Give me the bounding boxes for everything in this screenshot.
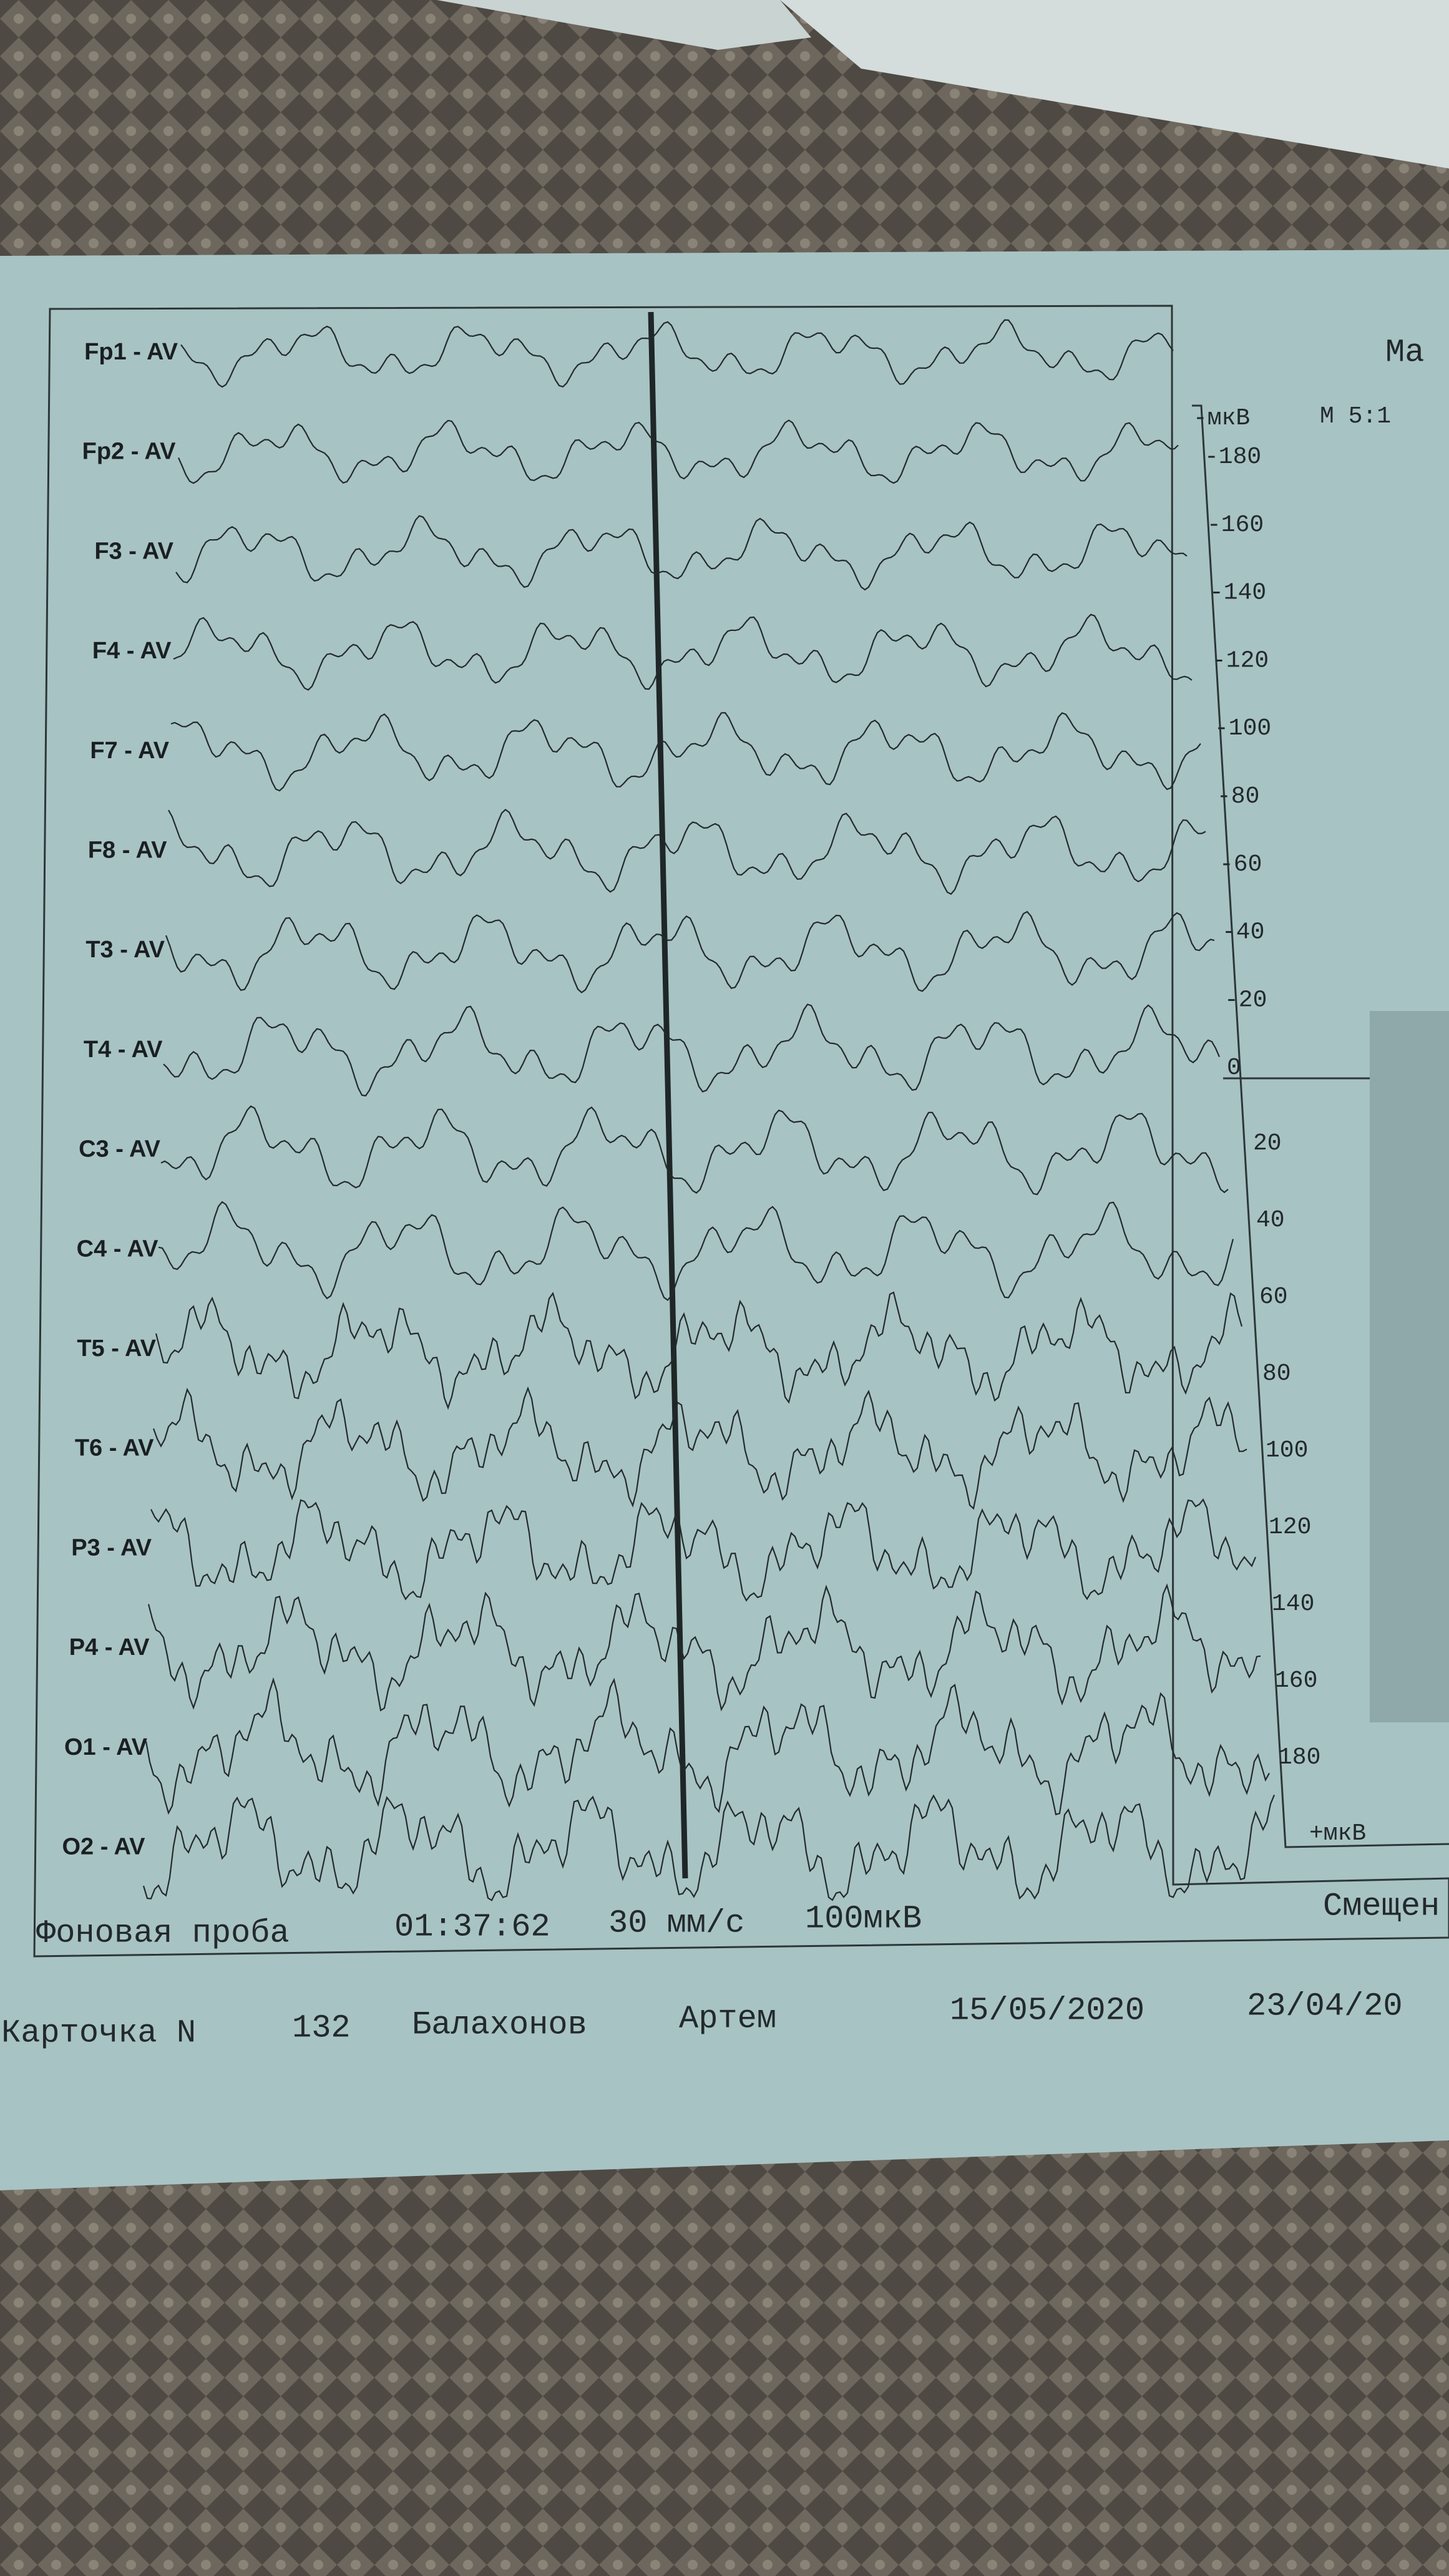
paper-sheet <box>0 250 1449 2190</box>
footer-time: 01:37:62 <box>394 1909 550 1946</box>
footer-sensitivity: 100мкВ <box>805 1901 922 1938</box>
eeg-trace <box>177 419 1179 484</box>
eeg-trace <box>163 1003 1221 1097</box>
channel-label: O2 - AV <box>62 1834 145 1860</box>
card-date1: 15/05/2020 <box>950 1993 1144 2029</box>
scale-label: 80 <box>1262 1360 1291 1387</box>
eeg-trace <box>147 1583 1261 1712</box>
side-panel <box>1370 1011 1449 1722</box>
card-surname: Балахонов <box>412 2007 587 2044</box>
channel-label: F8 - AV <box>88 837 167 864</box>
eeg-trace <box>158 1201 1234 1301</box>
scale-label: 160 <box>1275 1667 1317 1694</box>
channel-label: C3 - AV <box>79 1136 161 1163</box>
scale-label: 180 <box>1278 1744 1320 1771</box>
eeg-trace <box>152 1386 1247 1510</box>
channel-label: F3 - AV <box>94 538 173 564</box>
eeg-trace <box>180 319 1174 388</box>
channel-label: Fp1 - AV <box>84 339 178 365</box>
channel-label: T6 - AV <box>75 1435 154 1461</box>
eeg-trace <box>160 1105 1229 1196</box>
paper-scrap <box>437 0 811 50</box>
channel-label: T5 - AV <box>77 1335 156 1362</box>
eeg-trace <box>173 613 1193 691</box>
channel-label: F4 - AV <box>92 638 172 664</box>
eeg-trace <box>170 711 1201 792</box>
footer-test: Фоновая проба <box>36 1915 290 1952</box>
channel-label: T4 - AV <box>84 1037 163 1063</box>
scale-label: 140 <box>1272 1591 1314 1617</box>
channel-label: O1 - AV <box>64 1734 148 1760</box>
scale-label: -100 <box>1214 715 1271 742</box>
scale-label: -80 <box>1217 783 1259 810</box>
channel-label: T3 - AV <box>85 937 165 963</box>
channel-label: C4 - AV <box>77 1236 159 1262</box>
scale-label: 60 <box>1259 1284 1288 1310</box>
card-label: Карточка N <box>1 2015 196 2052</box>
scale-label: -140 <box>1209 580 1266 607</box>
footer-side-label: Смещен <box>1323 1888 1440 1925</box>
scale-ratio: М 5:1 <box>1320 403 1391 430</box>
scale-label: 0 <box>1227 1055 1241 1081</box>
header-title: Ма <box>1385 334 1424 371</box>
scale-label: 40 <box>1256 1207 1285 1234</box>
scale-label: -20 <box>1224 987 1267 1013</box>
scale-label: 120 <box>1269 1514 1311 1541</box>
scale-label: -180 <box>1204 444 1261 471</box>
eeg-trace <box>175 515 1188 591</box>
channel-label: F7 - AV <box>90 738 169 764</box>
eeg-trace <box>165 910 1215 993</box>
frame <box>33 305 1449 1958</box>
paper-scrap <box>780 0 1449 168</box>
card-date2: 23/04/20 <box>1247 1988 1403 2025</box>
scale-bottom-unit: +мкВ <box>1309 1820 1366 1847</box>
eeg-trace <box>150 1498 1257 1602</box>
card-number: 132 <box>292 2010 351 2047</box>
eeg-trace <box>168 808 1206 895</box>
scale-label: -120 <box>1212 647 1269 674</box>
footer-speed: 30 мм/с <box>608 1905 744 1942</box>
card-name: Артем <box>679 2001 776 2037</box>
scale-label: 20 <box>1253 1130 1282 1157</box>
scale-top-unit: -мкВ <box>1193 405 1250 432</box>
scale-label: -40 <box>1222 919 1264 946</box>
channel-label: Fp2 - AV <box>82 439 177 465</box>
traces <box>142 319 1276 1901</box>
scale-label: -60 <box>1219 851 1262 878</box>
eeg-trace <box>155 1291 1243 1410</box>
channel-label: P4 - AV <box>69 1634 150 1661</box>
scale-label: 100 <box>1266 1437 1308 1464</box>
eeg-trace <box>142 1794 1276 1901</box>
channel-label: P3 - AV <box>71 1534 152 1561</box>
scale-label: -160 <box>1207 512 1264 539</box>
scale-frame <box>1192 404 1449 1848</box>
eeg-trace <box>145 1677 1270 1815</box>
